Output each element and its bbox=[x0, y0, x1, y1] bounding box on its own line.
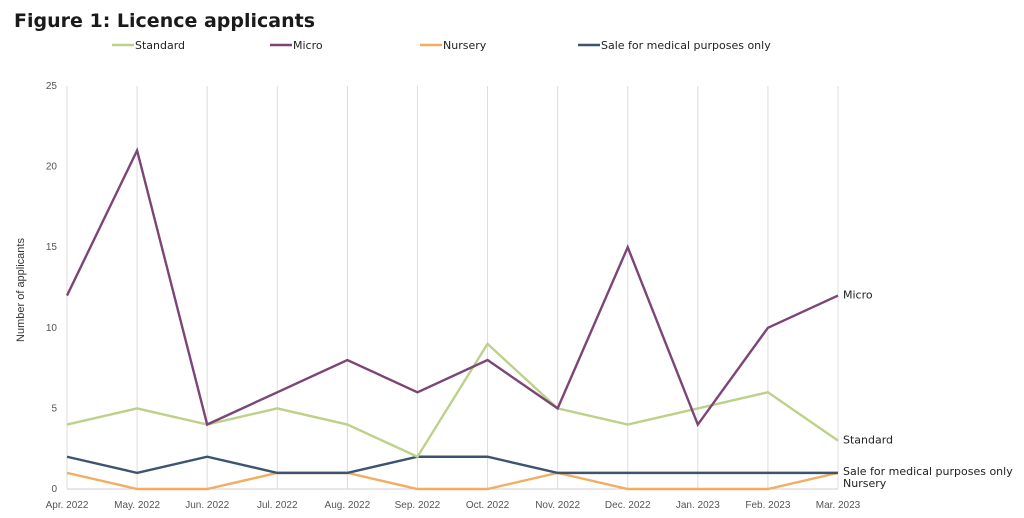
x-tick-label: Nov. 2022 bbox=[535, 500, 580, 511]
x-tick-label: Mar. 2023 bbox=[816, 500, 861, 511]
y-tick-label: 20 bbox=[46, 162, 58, 173]
y-axis-ticks: 0 5 10 15 20 25 bbox=[46, 81, 58, 495]
x-tick-label: Aug. 2022 bbox=[325, 500, 371, 511]
x-axis-ticks: Apr. 2022 May. 2022 Jun. 2022 Jul. 2022 Aug.… bbox=[46, 500, 861, 511]
y-tick-label: 0 bbox=[51, 484, 57, 495]
series-line-sale-for-medical-purposes-only bbox=[66, 455, 838, 475]
chart-title: Figure 1: Licence applicants bbox=[14, 10, 316, 32]
end-label-sale-for-medical-purposes-only: Sale for medical purposes only bbox=[843, 465, 1013, 478]
legend: Standard Micro Nursery Sale for medical pur… bbox=[112, 39, 771, 52]
legend-label-sale-for-medical-purposes-only: Sale for medical purposes only bbox=[601, 39, 771, 52]
x-tick-label: Jan. 2023 bbox=[676, 500, 720, 511]
series-line-standard bbox=[66, 342, 839, 459]
legend-label-micro: Micro bbox=[293, 39, 323, 52]
series-line-micro bbox=[65, 146, 839, 427]
x-tick-label: Jun. 2022 bbox=[185, 500, 229, 511]
legend-label-nursery: Nursery bbox=[443, 39, 487, 52]
end-label-nursery: Nursery bbox=[843, 477, 887, 490]
y-tick-label: 15 bbox=[46, 242, 58, 253]
x-tick-label: Apr. 2022 bbox=[46, 500, 89, 511]
x-tick-label: Oct. 2022 bbox=[466, 500, 510, 511]
x-tick-label: Feb. 2023 bbox=[745, 500, 790, 511]
chart-grid bbox=[66, 86, 839, 490]
end-label-micro: Micro bbox=[843, 289, 873, 302]
x-tick-label: May. 2022 bbox=[114, 500, 160, 511]
x-tick-label: Dec. 2022 bbox=[605, 500, 651, 511]
x-tick-label: Jul. 2022 bbox=[257, 500, 298, 511]
legend-label-standard: Standard bbox=[135, 39, 185, 52]
y-tick-label: 10 bbox=[46, 323, 58, 334]
end-label-standard: Standard bbox=[843, 434, 893, 447]
series-lines bbox=[65, 146, 839, 491]
y-tick-label: 25 bbox=[46, 81, 58, 92]
y-tick-label: 5 bbox=[51, 403, 57, 414]
x-tick-label: Sep. 2022 bbox=[395, 500, 441, 511]
y-axis-label: Number of applicants bbox=[15, 238, 27, 342]
series-line-nursery bbox=[66, 471, 839, 491]
